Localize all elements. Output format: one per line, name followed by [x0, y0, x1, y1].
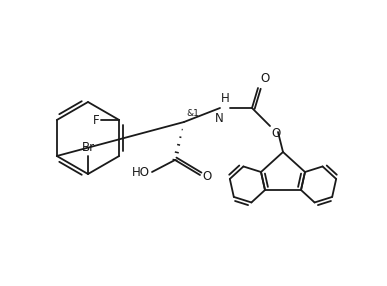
Text: F: F — [92, 114, 99, 126]
Text: N: N — [215, 112, 223, 125]
Text: Br: Br — [81, 141, 94, 154]
Text: &1: &1 — [186, 109, 199, 118]
Text: HO: HO — [132, 166, 150, 178]
Text: O: O — [260, 72, 269, 85]
Text: H: H — [221, 92, 230, 105]
Text: O: O — [271, 127, 280, 140]
Text: O: O — [202, 170, 211, 182]
